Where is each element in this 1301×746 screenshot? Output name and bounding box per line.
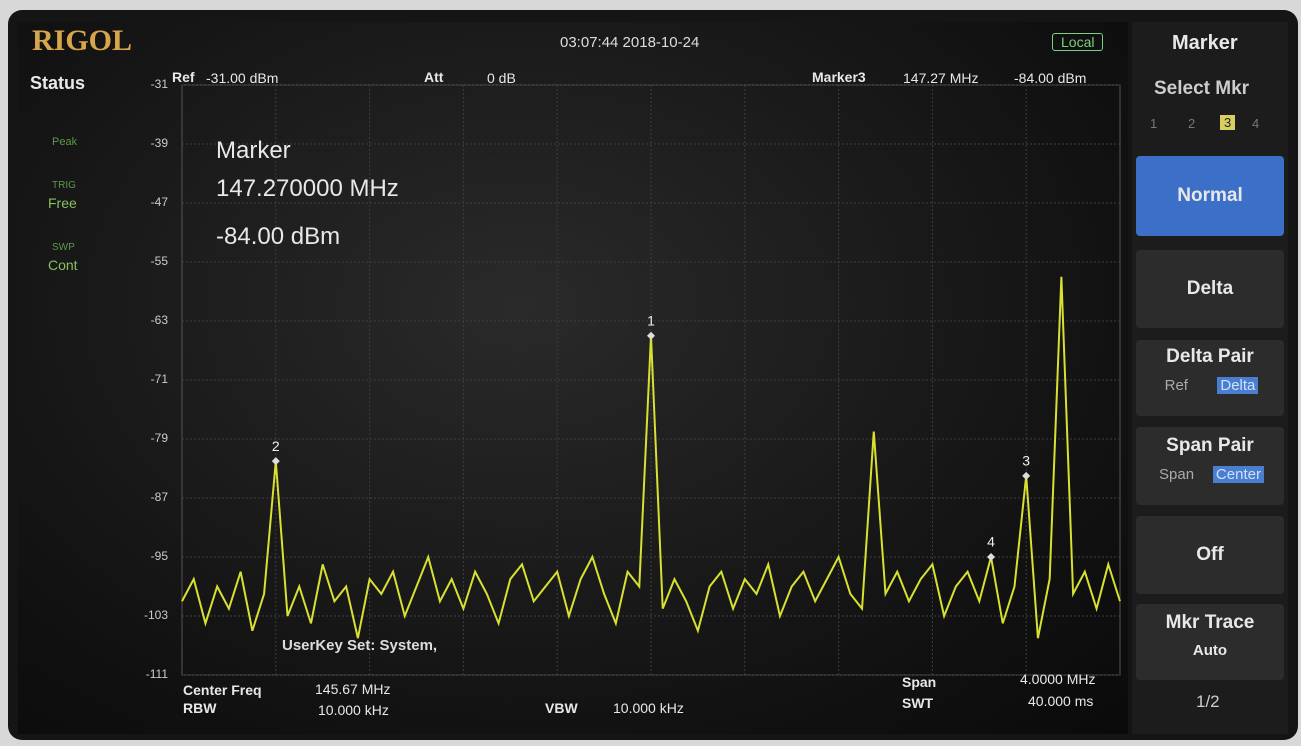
marker-diamond: [1022, 472, 1030, 480]
marker-label: 3: [1022, 453, 1030, 469]
swt-value: 40.000 ms: [1028, 693, 1093, 709]
vbw-label: VBW: [545, 700, 578, 716]
y-tick-label: -71: [151, 372, 169, 386]
normal-button[interactable]: Normal: [1136, 156, 1284, 236]
marker-label: Marker3: [812, 69, 866, 85]
page-body: -31 -39 -47 -55 -63 -71 -79 -87 -95 -103 -111 1 2 3 4 U…: [0, 0, 1301, 746]
marker-label: 4: [987, 534, 995, 550]
center-value: 145.67 MHz: [315, 681, 390, 697]
span-value: 4.0000 MHz: [1020, 671, 1095, 687]
rbw-label: RBW: [183, 700, 216, 716]
marker-diamond: [987, 553, 995, 561]
delta-pair-button[interactable]: Delta Pair Ref Delta: [1136, 340, 1284, 416]
marker-level: -84.00 dBm: [1014, 70, 1086, 86]
mkr-trace-title: Mkr Trace: [1136, 612, 1284, 634]
delta-button[interactable]: Delta: [1136, 250, 1284, 328]
y-tick-label: -31: [151, 77, 169, 91]
marker-box-freq: 147.270000 MHz: [216, 175, 399, 203]
y-tick-label: -39: [151, 136, 169, 150]
datetime: 03:07:44 2018-10-24: [560, 34, 699, 51]
page-indicator[interactable]: 1/2: [1196, 692, 1220, 712]
y-tick-label: -87: [151, 490, 169, 504]
vbw-value: 10.000 kHz: [613, 700, 684, 716]
pair-option: Ref: [1162, 377, 1191, 394]
marker-label: 1: [647, 312, 655, 328]
rbw-value: 10.000 kHz: [318, 702, 389, 718]
swt-label: SWT: [902, 695, 933, 711]
select-option[interactable]: 1: [1150, 116, 1157, 131]
delta-pair-title: Delta Pair: [1136, 346, 1284, 368]
status-item: Peak: [52, 136, 77, 148]
select-option[interactable]: 2: [1188, 116, 1195, 131]
att-value: 0 dB: [487, 70, 516, 86]
marker-label: 2: [272, 438, 280, 454]
marker-box-level: -84.00 dBm: [216, 223, 340, 251]
pair-option: Center: [1213, 466, 1264, 483]
y-tick-label: -55: [151, 254, 169, 268]
y-tick-label: -63: [151, 313, 169, 327]
span-pair-title: Span Pair: [1136, 435, 1284, 457]
att-label: Att: [424, 69, 443, 85]
y-tick-label: -79: [151, 431, 169, 445]
select-option[interactable]: 4: [1252, 116, 1259, 131]
userkey-overlay: UserKey Set: System,: [282, 637, 437, 654]
marker-diamond: [272, 457, 280, 465]
span-label: Span: [902, 674, 936, 690]
marker-box-title: Marker: [216, 137, 291, 165]
mkr-trace-value: Auto: [1136, 642, 1284, 659]
marker-freq: 147.27 MHz: [903, 70, 978, 86]
select-mkr-label: Select Mkr: [1154, 78, 1249, 100]
y-tick-label: -111: [146, 667, 169, 681]
status-item: Cont: [48, 257, 78, 273]
status-title: Status: [30, 73, 85, 94]
mkr-trace-button[interactable]: Mkr Trace Auto: [1136, 604, 1284, 680]
off-button[interactable]: Off: [1136, 516, 1284, 594]
status-item: Free: [48, 195, 77, 211]
menu-title: Marker: [1172, 32, 1238, 55]
ref-label: Ref: [172, 69, 195, 85]
y-tick-label: -103: [144, 608, 168, 622]
span-pair-button[interactable]: Span Pair Span Center: [1136, 427, 1284, 505]
ref-value: -31.00 dBm: [206, 70, 278, 86]
y-tick-label: -47: [151, 195, 169, 209]
brand: RIGOL: [32, 24, 132, 58]
select-option[interactable]: 3: [1220, 115, 1235, 130]
mode-indicator: Local: [1052, 33, 1103, 51]
status-item: SWP: [52, 242, 75, 253]
status-item: TRIG: [52, 180, 76, 191]
y-tick-label: -95: [151, 549, 169, 563]
softkey-menu: Marker Select Mkr 1 2 3 4 Normal Delta D…: [1132, 22, 1288, 734]
marker-diamond: [647, 332, 655, 340]
pair-option: Span: [1156, 466, 1197, 483]
center-label: Center Freq: [183, 682, 262, 698]
page: Spectrum Analyzer {"header": {"brand": "…: [0, 0, 1301, 746]
spectrum-chart: -31 -39 -47 -55 -63 -71 -79 -87 -95 -103 -111 1 2 3 4 U…: [0, 0, 1301, 746]
pair-option: Delta: [1217, 377, 1258, 394]
